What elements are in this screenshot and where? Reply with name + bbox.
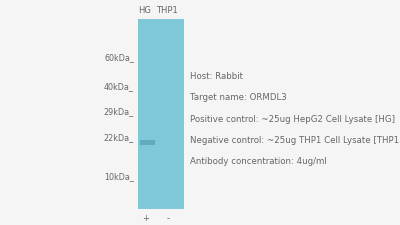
- Text: Negative control: ~25ug THP1 Cell Lysate [THP1]: Negative control: ~25ug THP1 Cell Lysate…: [190, 136, 400, 145]
- Text: THP1: THP1: [156, 6, 178, 15]
- Bar: [138, 19, 184, 209]
- Text: Positive control: ~25ug HepG2 Cell Lysate [HG]: Positive control: ~25ug HepG2 Cell Lysat…: [190, 115, 395, 124]
- Text: Antibody concentration: 4ug/ml: Antibody concentration: 4ug/ml: [190, 158, 327, 166]
- Text: Host: Rabbit: Host: Rabbit: [190, 72, 243, 81]
- Bar: [140, 140, 155, 145]
- Text: 40kDa_: 40kDa_: [104, 82, 134, 91]
- Text: 60kDa_: 60kDa_: [104, 53, 134, 62]
- Text: 29kDa_: 29kDa_: [104, 107, 134, 116]
- Text: 22kDa_: 22kDa_: [104, 133, 134, 142]
- Text: Target name: ORMDL3: Target name: ORMDL3: [190, 93, 287, 102]
- Text: -: -: [166, 214, 170, 223]
- Text: 10kDa_: 10kDa_: [104, 172, 134, 181]
- Text: HG: HG: [138, 6, 151, 15]
- Text: +: +: [142, 214, 150, 223]
